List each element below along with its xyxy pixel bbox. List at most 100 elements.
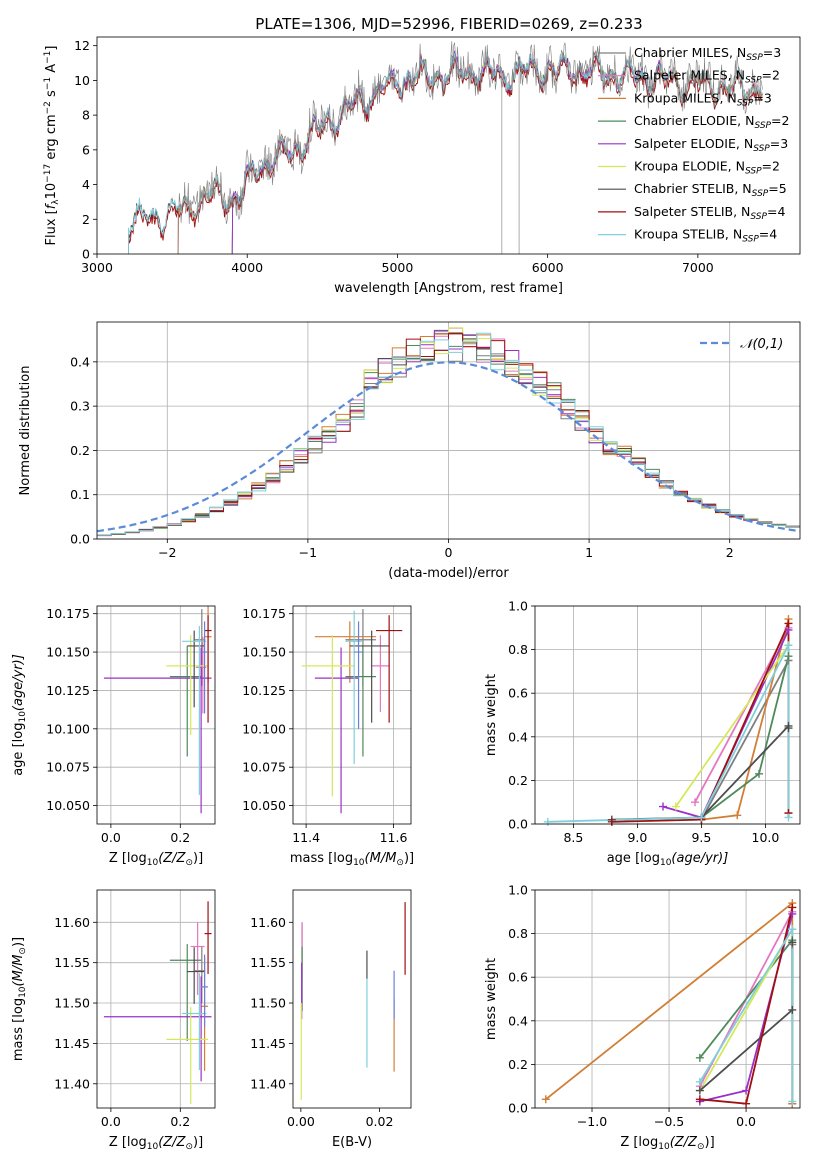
x-tick-label: 1 — [585, 545, 593, 560]
weight-line — [699, 939, 794, 1059]
y-tick-label: 10.100 — [46, 721, 90, 736]
weight-point-marker — [755, 769, 764, 778]
y-axis-label-part: 10 — [18, 986, 28, 998]
legend-nssp-subscript: SSP — [754, 121, 771, 131]
legend-nssp-value: 2 — [772, 68, 780, 83]
plot-area — [103, 606, 212, 814]
legend-nssp-prefix: , N — [734, 181, 751, 196]
x-tick-label: 7000 — [682, 260, 714, 275]
x-tick-label: 0.0 — [736, 1114, 756, 1129]
legend-label: Salpeter STELIB — [634, 204, 733, 219]
y-tick-label: 10.150 — [242, 645, 286, 660]
y-tick-label: 0.8 — [508, 926, 528, 941]
y-tick-label: 0.0 — [508, 1101, 528, 1116]
y-axis-label-part: λ — [51, 199, 61, 205]
y-tick-label: 10.125 — [46, 683, 90, 698]
mass-weight-vs-metallicity-panel: −1.0 −0.5 0.0 0.0 0.2 0.4 0.6 0.8 1.0 Z [log10(Z/… — [484, 883, 801, 1152]
x-tick-label: −0.5 — [654, 1114, 684, 1129]
weight-point-marker — [671, 802, 680, 811]
mass-weight-vs-age-panel: 8.5 9.0 9.5 10.0 0.0 0.2 0.4 0.6 0.8 1.0 age [log1… — [484, 599, 801, 868]
weight-point-marker — [784, 813, 793, 822]
legend-entry: Chabrier MILES, NSSP=3 — [634, 45, 781, 63]
weight-point-marker — [659, 802, 668, 811]
y-axis-label-part: −2 — [43, 101, 53, 114]
x-axis-label-part: Z [log — [620, 1135, 658, 1150]
x-tick-label: 6000 — [532, 260, 564, 275]
age-vs-mass-panel: 11.4 11.6 10.050 10.075 10.100 10.125 10.150 10… — [242, 605, 414, 868]
weight-point-marker — [697, 813, 706, 822]
weight-point-marker — [541, 1095, 550, 1104]
y-tick-label: 0.2 — [508, 773, 528, 788]
y-axis-label-part: s — [44, 90, 59, 101]
y-tick-label: 0.2 — [508, 1057, 528, 1072]
y-tick-label: 0.4 — [508, 1013, 528, 1028]
legend-nssp-subscript: SSP — [750, 212, 767, 222]
x-axis-label-part: 10 — [660, 858, 672, 868]
x-axis-label: mass [log10(M/M⊙)] — [290, 851, 414, 868]
plot-area — [103, 901, 212, 1104]
residual-histogram-panel: −2 −1 0 1 2 0.0 0.1 0.2 0.3 0.4 (data-model)/error… — [18, 321, 801, 581]
x-axis-label-part: 10 — [147, 1142, 159, 1152]
legend-equals: = — [753, 90, 763, 105]
legend-nssp-value: 4 — [769, 227, 777, 242]
legend-entry: Salpeter ELODIE, NSSP=3 — [634, 136, 788, 154]
y-axis-label-part: f — [44, 202, 59, 209]
y-axis-label-part: age [log — [11, 723, 26, 776]
legend-equals: = — [762, 159, 772, 174]
y-tick-label: 0.3 — [70, 399, 90, 414]
x-tick-label: 2 — [726, 545, 734, 560]
y-tick-label: 0.6 — [508, 970, 528, 985]
y-tick-label: 8 — [82, 108, 90, 123]
x-tick-label: −2 — [158, 545, 176, 560]
legend-label: Salpeter MILES — [634, 68, 728, 83]
legend-nssp-value: 3 — [773, 45, 781, 60]
legend-label: 𝒩(0,1) — [740, 337, 783, 352]
y-tick-label: 11.45 — [250, 1036, 286, 1051]
legend-nssp-prefix: , N — [733, 204, 750, 219]
y-tick-label: 11.45 — [54, 1036, 90, 1051]
legend-nssp-prefix: , N — [728, 68, 745, 83]
x-tick-label: 0.00 — [287, 1114, 315, 1129]
x-axis-label-part: 10 — [147, 858, 159, 868]
y-tick-label: 10.075 — [46, 760, 90, 775]
weight-point-marker — [788, 1005, 797, 1014]
x-tick-label: −1 — [299, 545, 317, 560]
y-tick-label: 0.4 — [70, 354, 90, 369]
legend-nssp-value: 4 — [777, 204, 785, 219]
legend-nssp-prefix: , N — [728, 159, 745, 174]
legend-nssp-prefix: , N — [737, 113, 754, 128]
legend-nssp-value: 5 — [779, 181, 787, 196]
y-tick-label: 10.175 — [242, 606, 286, 621]
x-axis-label-part: (M/M — [365, 851, 397, 866]
x-axis-label-part: 10 — [353, 858, 365, 868]
x-axis-label-part: 10 — [658, 1142, 670, 1152]
legend-label: Salpeter ELODIE — [634, 136, 736, 151]
y-tick-label: 11.50 — [250, 996, 286, 1011]
y-tick-label: 6 — [82, 142, 90, 157]
y-axis-label-part: −17 — [43, 164, 53, 183]
mass-vs-ebv-panel: 0.00 0.02 11.40 11.45 11.50 11.55 11.60 E(B-V) — [250, 889, 412, 1150]
y-tick-label: 11.55 — [250, 955, 286, 970]
x-tick-label: 0.0 — [101, 1114, 121, 1129]
legend-label: Kroupa STELIB — [634, 227, 725, 242]
y-tick-label: 12 — [74, 38, 90, 53]
x-tick-label: 0.2 — [170, 1114, 190, 1129]
legend-label: Chabrier MILES — [634, 45, 729, 60]
y-tick-label: 0 — [82, 247, 90, 262]
x-axis-label-part: Z [log — [109, 1135, 147, 1150]
x-axis-label-part: Z [log — [109, 851, 147, 866]
y-tick-label: 1.0 — [508, 599, 528, 614]
y-tick-label: 0.2 — [70, 443, 90, 458]
x-axis-label-part: (Z/Z — [158, 1135, 186, 1150]
weight-point-marker — [742, 1086, 751, 1095]
y-axis-label-part: mass [log — [11, 998, 26, 1061]
legend-equals: = — [762, 68, 772, 83]
legend-nssp-subscript: SSP — [746, 53, 763, 63]
weight-point-marker — [788, 938, 797, 947]
x-tick-label: 9.5 — [691, 830, 711, 845]
x-axis-label-part: age [log — [607, 851, 660, 866]
y-axis-label-part: 10 — [18, 711, 28, 723]
x-tick-label: 11.4 — [292, 830, 320, 845]
legend-nssp-subscript: SSP — [753, 144, 770, 154]
